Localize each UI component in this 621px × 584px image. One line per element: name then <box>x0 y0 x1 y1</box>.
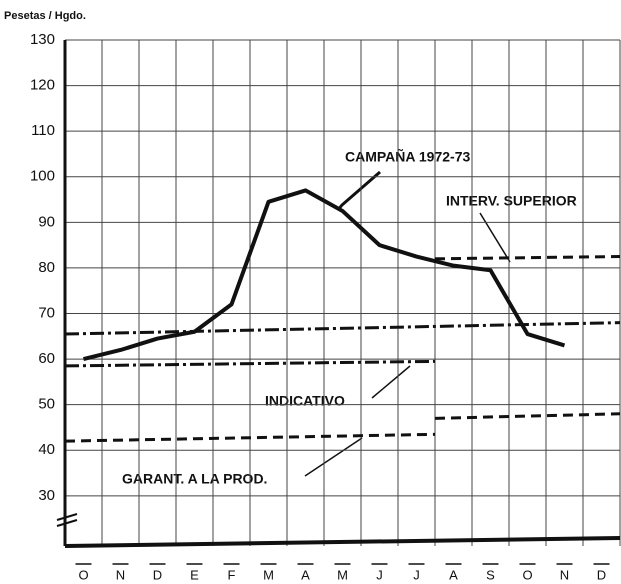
x-tick-label: S <box>486 567 495 582</box>
x-tick-label: N <box>116 567 125 582</box>
reference-line <box>434 255 621 261</box>
x-tick-label: M <box>337 567 348 582</box>
y-tick-label: 110 <box>31 122 55 139</box>
x-tick-label: J <box>413 567 420 582</box>
reference-line <box>434 412 621 420</box>
x-tick-label: O <box>78 567 88 582</box>
y-tick-label: 70 <box>38 304 55 321</box>
x-tick-label: J <box>376 567 383 582</box>
ref-label: INDICATIVO <box>265 393 345 409</box>
reference-line <box>64 359 436 368</box>
x-axis <box>64 536 621 548</box>
y-tick-label: 60 <box>38 350 55 367</box>
y-axis-label: Pesetas / Hgdo. <box>4 10 86 22</box>
x-tick-label: O <box>522 567 532 582</box>
series-label: CAMPAÑA 1972-73 <box>345 148 470 165</box>
x-tick-label: A <box>449 567 458 582</box>
y-tick-label: 100 <box>30 168 55 185</box>
y-tick-label: 40 <box>38 441 55 458</box>
y-tick-label: 50 <box>38 396 55 413</box>
series-line <box>83 188 566 362</box>
y-tick-label: 80 <box>38 259 55 276</box>
x-tick-label: F <box>228 567 236 582</box>
arrow <box>479 212 511 263</box>
x-tick-label: D <box>597 567 606 582</box>
arrow <box>304 437 363 477</box>
x-tick-label: M <box>263 567 274 582</box>
ref-label: GARANT. A LA PROD. <box>122 471 267 487</box>
reference-line <box>64 321 621 336</box>
arrow <box>371 365 411 399</box>
y-tick-label: 120 <box>30 77 55 94</box>
reference-line <box>64 432 436 443</box>
y-tick-label: 30 <box>38 487 55 504</box>
x-tick-label: E <box>190 567 199 582</box>
arrow <box>336 170 381 211</box>
axis-break <box>56 513 78 527</box>
x-tick-label: A <box>301 567 310 582</box>
x-tick-label: N <box>560 567 569 582</box>
y-tick-label: 130 <box>30 31 55 48</box>
ref-label: INTERV. SUPERIOR <box>446 193 577 209</box>
x-tick-label: D <box>153 567 162 582</box>
y-tick-label: 90 <box>38 213 55 230</box>
